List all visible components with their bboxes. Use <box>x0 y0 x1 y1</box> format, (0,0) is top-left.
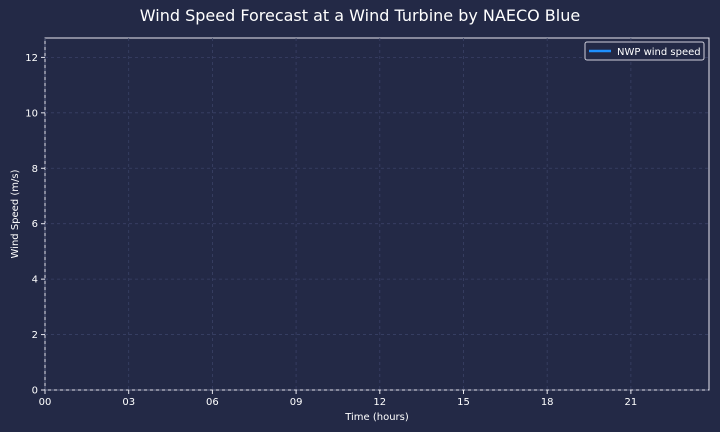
x-tick-label: 06 <box>206 397 219 408</box>
x-axis-ticks: 00 03 06 09 12 15 18 21 <box>39 390 638 408</box>
x-axis-label: Time (hours) <box>344 412 409 423</box>
grid-lines <box>44 38 709 391</box>
y-tick-label: 12 <box>25 53 38 64</box>
legend: NWP wind speed <box>584 41 705 61</box>
chart-title: Wind Speed Forecast at a Wind Turbine by… <box>140 6 580 25</box>
y-tick-label: 10 <box>25 108 38 119</box>
x-tick-label: 15 <box>457 397 470 408</box>
y-tick-label: 2 <box>32 330 38 341</box>
y-tick-label: 0 <box>32 386 38 397</box>
x-tick-label: 18 <box>541 397 554 408</box>
legend-label: NWP wind speed <box>617 47 701 58</box>
y-tick-label: 6 <box>32 219 38 230</box>
x-tick-label: 21 <box>625 397 638 408</box>
y-tick-label: 8 <box>32 164 38 175</box>
y-axis-ticks: 0 2 4 6 8 10 12 <box>25 53 45 397</box>
y-tick-label: 4 <box>32 275 38 286</box>
x-tick-label: 12 <box>373 397 386 408</box>
plot-area <box>44 37 710 391</box>
legend-box <box>584 41 705 61</box>
x-tick-label: 09 <box>290 397 303 408</box>
x-tick-label: 03 <box>122 397 135 408</box>
y-axis-label: Wind Speed (m/s) <box>10 169 21 258</box>
x-tick-label: 00 <box>39 397 52 408</box>
